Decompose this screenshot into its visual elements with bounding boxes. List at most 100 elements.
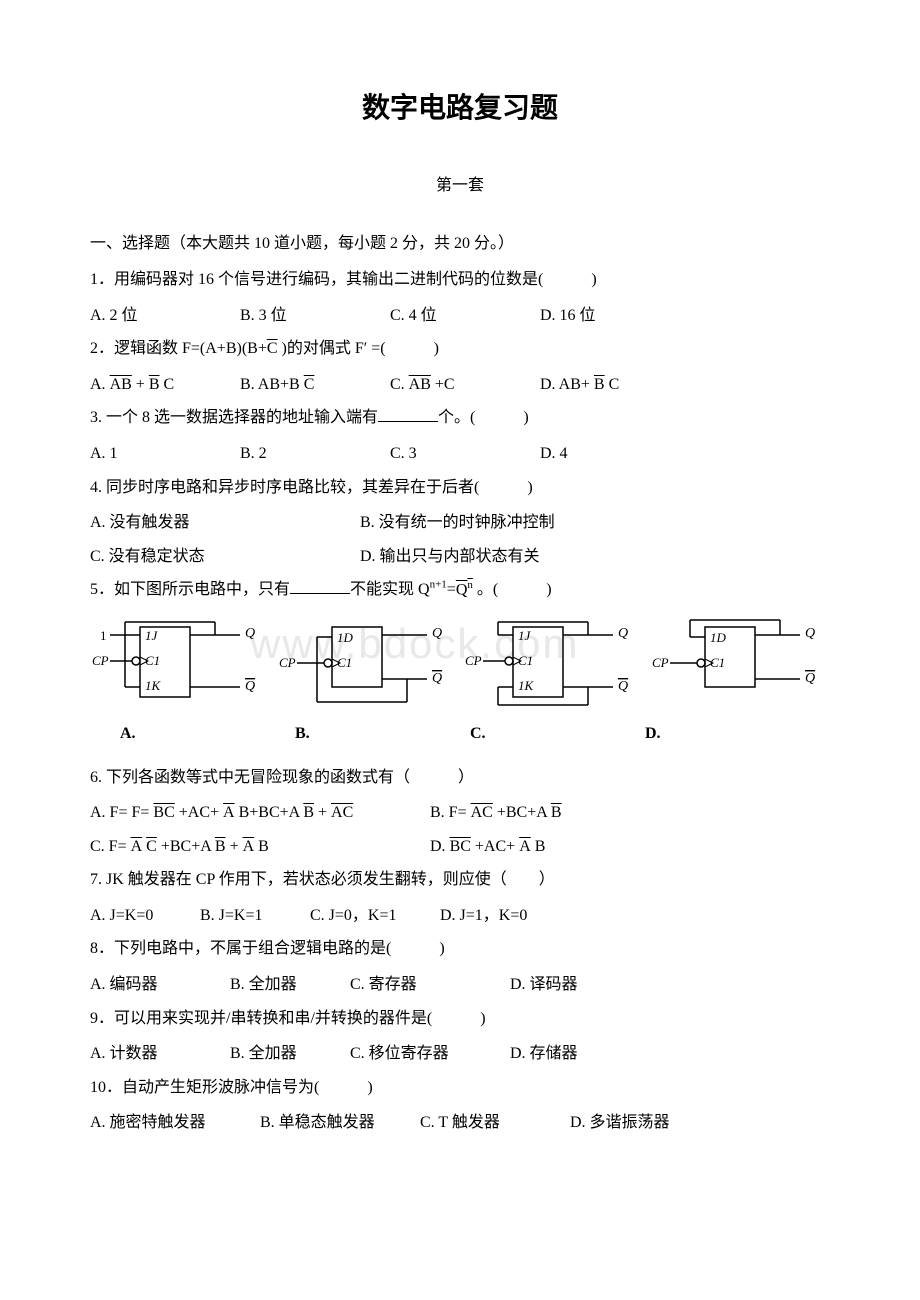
question-2: 2．逻辑函数 F=(A+B)(B+C )的对偶式 F′ =( ) [90, 332, 830, 366]
q5-mid: 不能实现 Q [350, 581, 430, 598]
question-10-options: A. 施密特触发器 B. 单稳态触发器 C. T 触发器 D. 多谐振荡器 [90, 1106, 830, 1140]
circuit-labels-row: A. B. C. D. [90, 717, 830, 751]
svg-text:1K: 1K [518, 678, 535, 693]
q6-option-a: A. F= F= BC +AC+ A B+BC+A B + AC [90, 796, 430, 830]
q9-option-a: A. 计数器 [90, 1037, 230, 1071]
circuit-label-b: B. [275, 717, 450, 751]
q10-option-a: A. 施密特触发器 [90, 1106, 260, 1140]
question-6-options-2: C. F= A C +BC+A B + A B D. BC +AC+ A B [90, 830, 830, 864]
q7-option-a: A. J=K=0 [90, 899, 200, 933]
q2-option-c: C. AB +C [390, 368, 540, 402]
question-1-options: A. 2 位 B. 3 位 C. 4 位 D. 16 位 [90, 299, 830, 333]
q8-option-b: B. 全加器 [230, 968, 350, 1002]
q7-option-d: D. J=1，K=0 [440, 899, 527, 933]
q3-option-a: A. 1 [90, 437, 240, 471]
question-9: 9．可以用来实现并/串转换和串/并转换的器件是( ) [90, 1002, 830, 1036]
svg-text:Q: Q [432, 671, 442, 686]
question-7-options: A. J=K=0 B. J=K=1 C. J=0，K=1 D. J=1，K=0 [90, 899, 830, 933]
q1-option-a: A. 2 位 [90, 299, 240, 333]
q2-option-a: A. AB + B C [90, 368, 240, 402]
q2-text-suffix: )的对偶式 F′ =( ) [278, 340, 439, 357]
question-5: 5．如下图所示电路中，只有 不能实现 Qn+1=Qn 。( ) [90, 573, 830, 607]
q3-option-c: C. 3 [390, 437, 540, 471]
svg-text:Q: Q [245, 679, 255, 694]
question-1: 1．用编码器对 16 个信号进行编码，其输出二进制代码的位数是( ) [90, 263, 830, 297]
q10-option-b: B. 单稳态触发器 [260, 1106, 420, 1140]
q10-option-c: C. T 触发器 [420, 1106, 570, 1140]
question-6: 6. 下列各函数等式中无冒险现象的函数式有（ ） [90, 761, 830, 795]
document-subtitle: 第一套 [90, 169, 830, 203]
circuit-label-d: D. [625, 717, 800, 751]
svg-text:CP: CP [652, 655, 669, 670]
question-10: 10．自动产生矩形波脉冲信号为( ) [90, 1071, 830, 1105]
q4-option-a: A. 没有触发器 [90, 506, 360, 540]
q5-qn-overline: Qn [456, 580, 473, 598]
circuit-a-diagram: 1J C1 1K 1 CP Q Q [90, 617, 270, 712]
q1-option-c: C. 4 位 [390, 299, 540, 333]
q4-option-d: D. 输出只与内部状态有关 [360, 540, 540, 574]
q6-option-b: B. F= AC +BC+A B [430, 796, 562, 830]
q8-option-c: C. 寄存器 [350, 968, 510, 1002]
blank-line [378, 406, 438, 422]
svg-text:Q: Q [245, 626, 255, 641]
circuit-label-c: C. [450, 717, 625, 751]
q9-option-c: C. 移位寄存器 [350, 1037, 510, 1071]
question-4-options-1: A. 没有触发器 B. 没有统一的时钟脉冲控制 [90, 506, 830, 540]
svg-text:1D: 1D [710, 630, 727, 645]
svg-text:1: 1 [100, 628, 107, 643]
q4-option-c: C. 没有稳定状态 [90, 540, 360, 574]
svg-text:Q: Q [618, 626, 628, 641]
svg-text:1K: 1K [145, 678, 162, 693]
q6-option-d: D. BC +AC+ A B [430, 830, 545, 864]
section-1-header: 一、选择题（本大题共 10 道小题，每小题 2 分，共 20 分。） [90, 227, 830, 261]
q2-option-d: D. AB+ B C [540, 368, 619, 402]
q3-option-b: B. 2 [240, 437, 390, 471]
question-7: 7. JK 触发器在 CP 作用下，若状态必须发生翻转，则应使（ ） [90, 863, 830, 897]
q2-text-prefix: 2．逻辑函数 F=(A+B)(B+ [90, 340, 267, 357]
circuit-b-diagram: 1D C1 CP Q Q [277, 617, 457, 712]
svg-text:CP: CP [465, 653, 482, 668]
q3-prefix: 3. 一个 8 选一数据选择器的地址输入端有 [90, 409, 378, 426]
q8-option-d: D. 译码器 [510, 968, 578, 1002]
document-content: 数字电路复习题 第一套 一、选择题（本大题共 10 道小题，每小题 2 分，共 … [90, 80, 830, 1140]
svg-text:Q: Q [805, 671, 815, 686]
q5-end: 。( ) [473, 581, 552, 598]
question-8: 8．下列电路中，不属于组合逻辑电路的是( ) [90, 932, 830, 966]
q5-sup1: n+1 [430, 579, 447, 591]
circuit-diagrams-row: 1J C1 1K 1 CP Q Q 1D C1 CP Q Q 1J [90, 617, 830, 712]
question-4-options-2: C. 没有稳定状态 D. 输出只与内部状态有关 [90, 540, 830, 574]
svg-text:Q: Q [432, 626, 442, 641]
question-3: 3. 一个 8 选一数据选择器的地址输入端有 个。( ) [90, 401, 830, 435]
svg-text:1J: 1J [518, 628, 532, 643]
q7-option-b: B. J=K=1 [200, 899, 310, 933]
q6-option-c: C. F= A C +BC+A B + A B [90, 830, 430, 864]
blank-line [290, 578, 350, 594]
q9-option-d: D. 存储器 [510, 1037, 578, 1071]
question-3-options: A. 1 B. 2 C. 3 D. 4 [90, 437, 830, 471]
q5-prefix: 5．如下图所示电路中，只有 [90, 581, 290, 598]
circuit-d-diagram: 1D C1 CP Q Q [650, 617, 830, 712]
q2-overline-c: C [267, 341, 278, 357]
q3-option-d: D. 4 [540, 437, 568, 471]
question-2-options: A. AB + B C B. AB+B C C. AB +C D. AB+ B … [90, 368, 830, 402]
q1-option-d: D. 16 位 [540, 299, 596, 333]
q10-option-d: D. 多谐振荡器 [570, 1106, 670, 1140]
svg-text:Q: Q [618, 679, 628, 694]
svg-text:Q: Q [805, 626, 815, 641]
question-9-options: A. 计数器 B. 全加器 C. 移位寄存器 D. 存储器 [90, 1037, 830, 1071]
svg-text:CP: CP [92, 653, 109, 668]
question-6-options-1: A. F= F= BC +AC+ A B+BC+A B + AC B. F= A… [90, 796, 830, 830]
svg-text:CP: CP [279, 655, 296, 670]
q4-option-b: B. 没有统一的时钟脉冲控制 [360, 506, 555, 540]
svg-text:1J: 1J [145, 628, 159, 643]
question-8-options: A. 编码器 B. 全加器 C. 寄存器 D. 译码器 [90, 968, 830, 1002]
q2-option-b: B. AB+B C [240, 368, 390, 402]
q5-eq: = [447, 581, 456, 598]
q3-suffix: 个。( ) [438, 409, 529, 426]
q1-option-b: B. 3 位 [240, 299, 390, 333]
q9-option-b: B. 全加器 [230, 1037, 350, 1071]
question-4: 4. 同步时序电路和异步时序电路比较，其差异在于后者( ) [90, 471, 830, 505]
svg-text:1D: 1D [337, 630, 354, 645]
q7-option-c: C. J=0，K=1 [310, 899, 440, 933]
circuit-label-a: A. [100, 717, 275, 751]
